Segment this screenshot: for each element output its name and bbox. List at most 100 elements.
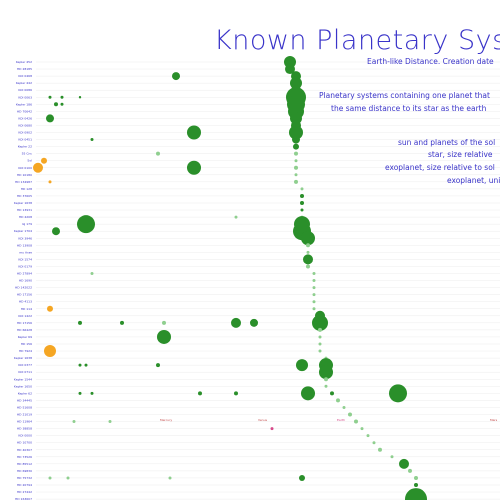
reference-planet-label: Venus <box>258 418 267 422</box>
system-label: HD 156 <box>21 342 32 346</box>
system-label: KOI 0179 <box>18 264 32 268</box>
row-labels: Kepler 452 HD 28185 KOI 0468 Kepler 442 KOI … <box>14 60 32 500</box>
earthlike-planet-dot <box>324 377 328 382</box>
earthlike-planet-dot <box>306 250 310 254</box>
earthlike-planet-dot <box>414 483 418 487</box>
planet-dot <box>270 427 274 431</box>
earthlike-planet-dot <box>354 419 358 424</box>
earthlike-planet-dot <box>408 468 412 473</box>
system-label: HD 13908 <box>17 243 32 247</box>
planet-dot <box>157 329 171 344</box>
planet-dot <box>90 391 94 395</box>
planet-dot <box>187 125 201 140</box>
planet-dot <box>47 305 53 312</box>
earthlike-planet-dot <box>300 208 304 212</box>
system-label: Kepler 1544 <box>14 377 32 381</box>
system-label: KOI 0711 <box>18 370 32 374</box>
system-label: HD 1690 <box>19 279 32 283</box>
planet-dot <box>234 215 238 219</box>
planet-dot <box>90 272 94 275</box>
planet-dot <box>231 317 241 328</box>
system-label: HD 85512 <box>17 462 32 466</box>
earthlike-planet-dot <box>390 455 394 459</box>
system-label: HD 51608 <box>17 405 32 409</box>
earthlike-planet-dot <box>324 384 328 388</box>
planet-dot <box>84 363 88 367</box>
system-label: HD 37605 <box>17 194 32 198</box>
earthlike-planet-dot <box>318 335 322 339</box>
system-label: KOI 0680 <box>18 123 32 127</box>
reference-planet-label: Earth <box>337 418 345 422</box>
system-label: HD 11964 <box>17 420 32 424</box>
legend-sol-system: sun and planets of the sol <box>398 138 495 147</box>
planet-dot <box>389 384 407 403</box>
reference-labels: Mercury Venus Earth Mars <box>160 418 498 422</box>
system-label: HD 75732 <box>17 476 32 480</box>
system-label: KOI 0100 <box>18 166 32 170</box>
earthlike-planet-dot <box>399 458 409 469</box>
system-label: HD 4113 <box>19 300 32 304</box>
description-line-2: the same distance to its star as the ear… <box>331 104 487 113</box>
system-label: Kepler 1704 <box>14 229 32 233</box>
planet-dot <box>90 138 94 142</box>
planet-dot <box>168 476 172 480</box>
system-label: Kepler 1638 <box>14 201 32 205</box>
system-label: KOI 0086 <box>18 88 32 92</box>
planet-dot <box>296 359 308 372</box>
planet-dot <box>78 363 82 367</box>
system-label: HD 34445 <box>17 398 32 402</box>
planet-dot <box>156 363 160 368</box>
earthlike-planet-dot <box>312 272 316 275</box>
system-label: HD 128 <box>21 187 32 191</box>
planet-dot <box>52 227 60 236</box>
earthlike-planet-dot <box>414 475 418 480</box>
legend-exoplanet-unit: exoplanet, uni <box>447 176 500 185</box>
earthlike-planet-dot <box>312 279 316 283</box>
system-label: HD 73526 <box>17 455 32 459</box>
system-label: 55 Cnc <box>22 152 33 156</box>
planet-dot <box>187 160 201 175</box>
planet-dot <box>44 345 56 358</box>
earthlike-planet-dot <box>290 77 302 90</box>
earthlike-planet-dot <box>378 447 382 452</box>
system-label: KOI 0426 <box>18 116 32 120</box>
earthlike-planet-dot <box>294 151 298 156</box>
system-label: HD 66428 <box>17 328 32 332</box>
system-label: mu Arae <box>19 250 32 254</box>
earthlike-planet-dot <box>312 307 316 311</box>
description-line-1: Planetary systems containing one planet … <box>319 91 490 100</box>
planet-dot <box>156 151 160 156</box>
planet-dot <box>162 320 166 325</box>
earthlike-planet-dot <box>284 56 296 68</box>
earthlike-planet-dot <box>318 342 322 346</box>
system-label: KOI 0000 <box>18 434 32 438</box>
system-label: HD 38858 <box>17 427 32 431</box>
system-label: KOI 1574 <box>18 257 32 261</box>
system-label: HD 40307 <box>17 448 32 452</box>
system-label: HD 10180 <box>17 173 32 177</box>
earthlike-planet-dot <box>342 405 346 409</box>
system-label: KOI 0377 <box>18 363 32 367</box>
planet-dot <box>78 320 82 325</box>
planet-dot <box>72 420 76 424</box>
system-label: KOI 0468 <box>18 74 32 78</box>
system-label: HD 7924 <box>19 349 32 353</box>
system-label: HD 17156 <box>17 321 32 325</box>
earthlike-planet-dot <box>303 254 313 265</box>
system-label: Kepler 186 <box>16 102 32 106</box>
earthlike-planet-dot <box>348 412 352 417</box>
earthlike-planet-dot <box>360 427 364 431</box>
system-label: KOI 1422 <box>18 314 32 318</box>
system-label: HD 28185 <box>17 67 32 71</box>
system-label: HD 163607 <box>15 497 32 500</box>
planet-dot <box>77 215 95 234</box>
system-label: HD 142022 <box>15 286 32 290</box>
system-label: HD 4208 <box>19 215 32 219</box>
earthlike-planet-dot <box>306 264 310 269</box>
earthlike-planet-dot <box>319 365 333 380</box>
system-label: KOI 3946 <box>18 236 32 240</box>
earthlike-planet-dot <box>293 143 299 150</box>
chart-title: Known Planetary Syste <box>214 25 500 56</box>
system-label: HD 20794 <box>17 483 32 487</box>
